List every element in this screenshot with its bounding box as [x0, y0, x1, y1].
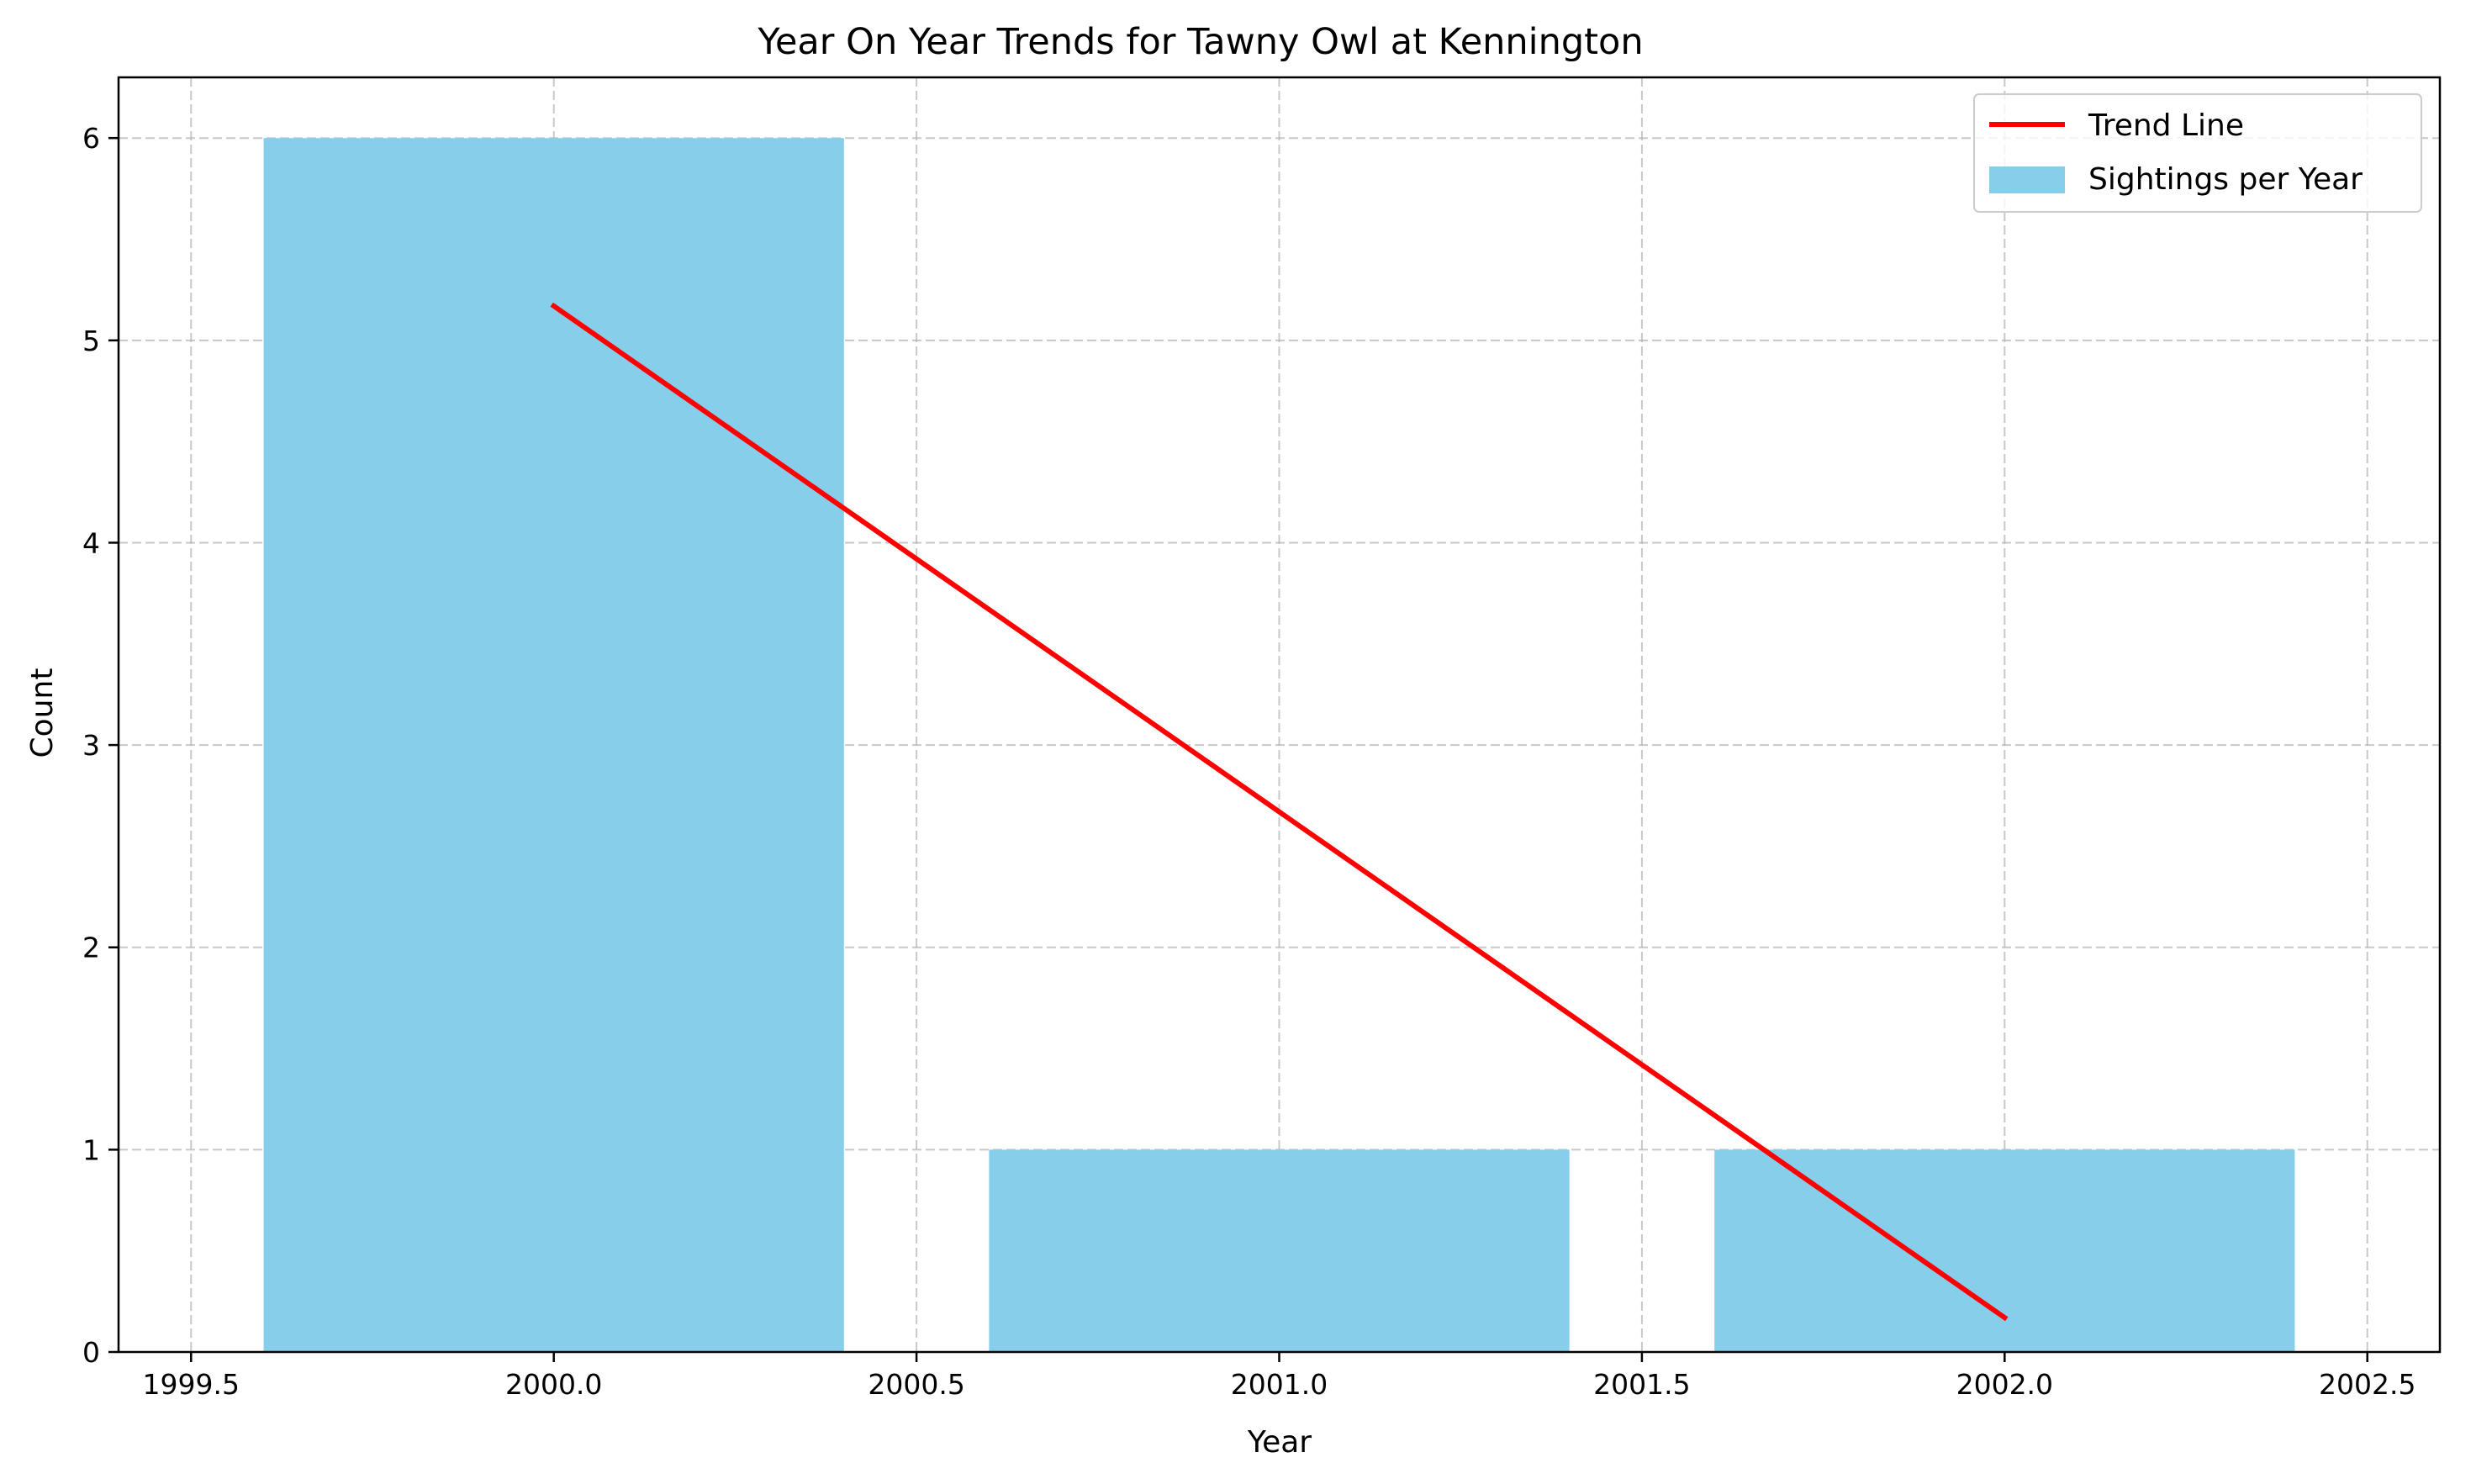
legend: Trend Line Sightings per Year [1973, 93, 2422, 213]
x-tick-label-1: 2000.0 [505, 1368, 602, 1401]
x-tick-label-6: 2002.5 [2319, 1368, 2415, 1401]
x-axis-title: Year [1247, 1425, 1312, 1460]
ticks: 1999.5 2000.0 2000.5 2001.0 2001.5 2002.0 2002… [82, 122, 2415, 1401]
trend-line-layer [550, 302, 2009, 1322]
y-axis-title: Count [25, 668, 60, 758]
chart-title: Year On Year Trends for Tawny Owl at Ken… [757, 21, 1643, 63]
bar-2001 [989, 1149, 1570, 1352]
legend-box [1973, 93, 2422, 213]
y-tick-label-3: 3 [82, 729, 100, 762]
x-tick-label-4: 2001.5 [1593, 1368, 1690, 1401]
y-tick-label-1: 1 [82, 1133, 100, 1166]
trend-line [550, 302, 2009, 1322]
x-tick-label-5: 2002.0 [1956, 1368, 2053, 1401]
legend-label-trend-line: Trend Line [2088, 108, 2244, 143]
x-tick-label-3: 2001.0 [1231, 1368, 1328, 1401]
y-tick-label-0: 0 [82, 1336, 100, 1369]
legend-swatch-sightings [1989, 166, 2065, 193]
x-tick-label-0: 1999.5 [143, 1368, 240, 1401]
y-tick-label-5: 5 [82, 325, 100, 357]
y-tick-label-6: 6 [82, 122, 100, 155]
legend-label-sightings: Sightings per Year [2088, 162, 2363, 197]
y-tick-label-4: 4 [82, 526, 100, 559]
x-tick-label-2: 2000.5 [868, 1368, 964, 1401]
y-tick-label-2: 2 [82, 932, 100, 964]
bar-2000 [263, 138, 844, 1353]
bar-2002 [1714, 1149, 2295, 1352]
